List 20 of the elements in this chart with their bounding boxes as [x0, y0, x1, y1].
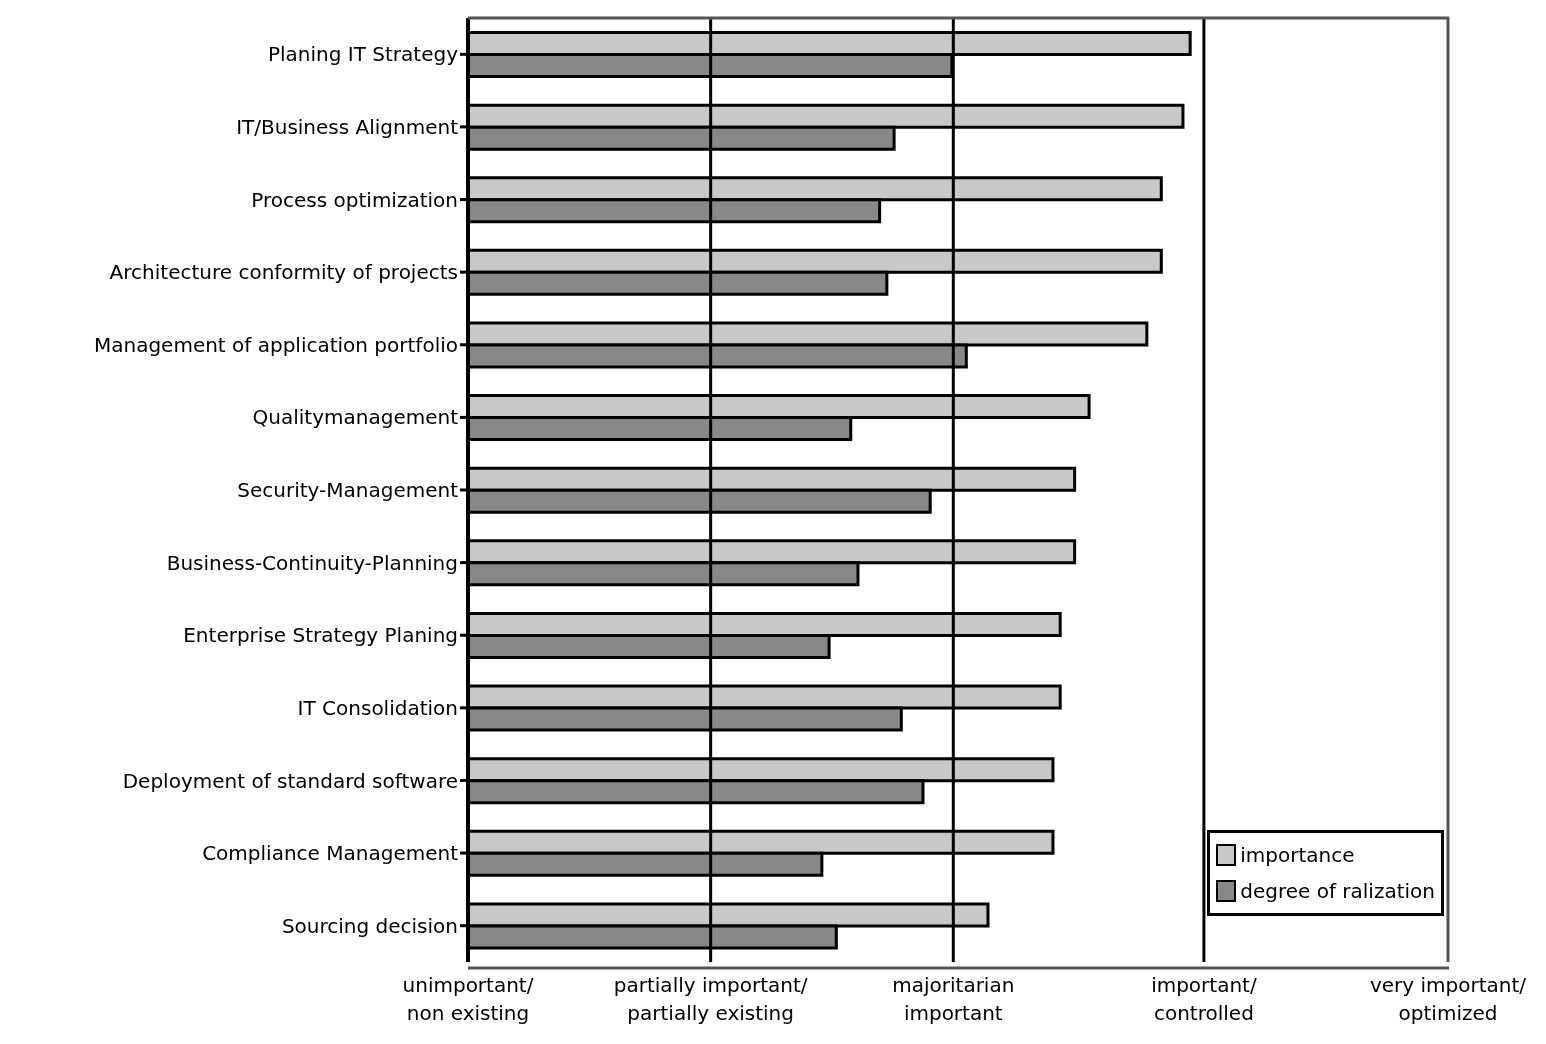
y-tick-label: Enterprise Strategy Planing [183, 623, 458, 648]
ref-line-label: partially important/ partially existing [613, 973, 808, 1025]
legend-label: importance [1240, 843, 1355, 867]
y-tick-label: Sourcing decision [281, 913, 458, 938]
ref-line-label: very important/ optimized [1369, 973, 1527, 1025]
y-tick-label: Business-Continuity-Planning [166, 550, 458, 575]
y-tick-label: Management of application portfolio [93, 332, 458, 357]
ref-line-label: majoritarian important [892, 973, 1015, 1025]
y-tick-label: Qualitymanagement [252, 405, 459, 430]
y-tick-label: IT/Business Alignment [236, 115, 459, 140]
ref-line-label: important/ controlled [1151, 973, 1257, 1025]
y-tick-label: Architecture conformity of projects [109, 260, 458, 285]
legend-label: degree of ralization [1240, 879, 1435, 903]
y-tick-label: Deployment of standard software [122, 768, 458, 793]
y-tick-label: Compliance Management [202, 841, 459, 866]
text: unimportant/ non existing [402, 973, 534, 1025]
y-tick-label: Security-Management [237, 478, 459, 503]
y-tick-label: Process optimization [251, 187, 458, 212]
y-tick-label: IT Consolidation [297, 695, 458, 720]
y-tick-label: Planing IT Strategy [268, 42, 459, 67]
